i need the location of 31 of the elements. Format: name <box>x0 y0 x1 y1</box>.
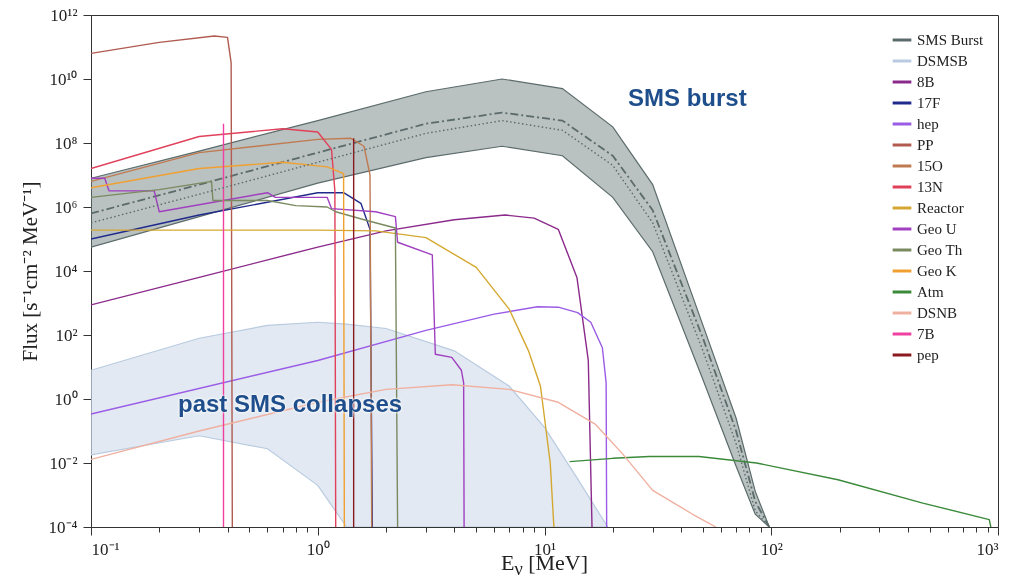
y-tick-label: 10⁶ <box>54 197 78 217</box>
legend-label: Geo Th <box>917 242 963 258</box>
y-tick-label: 10⁴ <box>54 261 78 281</box>
legend-label: Geo U <box>917 221 957 237</box>
legend-label: 7B <box>917 326 935 342</box>
legend-label: Atm <box>917 284 944 300</box>
y-tick-label: 10¹² <box>50 5 78 25</box>
legend-label: 17F <box>917 95 941 111</box>
legend-label: DSNB <box>917 305 958 321</box>
legend-label: 15O <box>917 158 943 174</box>
x-tick-label: 10⁻¹ <box>91 539 120 559</box>
x-tick-label: 10⁰ <box>306 539 330 559</box>
legend-label: 13N <box>917 179 943 195</box>
y-tick-label: 10⁸ <box>54 133 78 153</box>
y-tick-label: 10⁰ <box>54 389 78 409</box>
legend-label: hep <box>917 116 939 132</box>
legend-label: pep <box>917 347 939 363</box>
y-axis-title: Flux [s⁻¹cm⁻² MeV⁻¹] <box>17 181 42 362</box>
y-tick-label: 10⁻² <box>49 453 78 473</box>
legend-label: Reactor <box>917 200 964 216</box>
x-tick-label: 10³ <box>976 539 999 559</box>
y-tick-label: 10¹⁰ <box>49 69 78 89</box>
x-tick-label: 10² <box>760 539 783 559</box>
legend-label: 8B <box>917 74 935 90</box>
legend-label: PP <box>917 137 934 153</box>
legend-label: Geo K <box>917 263 957 279</box>
annotation: SMS burst <box>628 84 747 112</box>
y-tick-label: 10⁻⁴ <box>48 517 78 537</box>
legend-label: SMS Burst <box>917 32 985 48</box>
y-tick-label: 10² <box>55 325 78 345</box>
legend-label: DSMSB <box>917 53 968 69</box>
